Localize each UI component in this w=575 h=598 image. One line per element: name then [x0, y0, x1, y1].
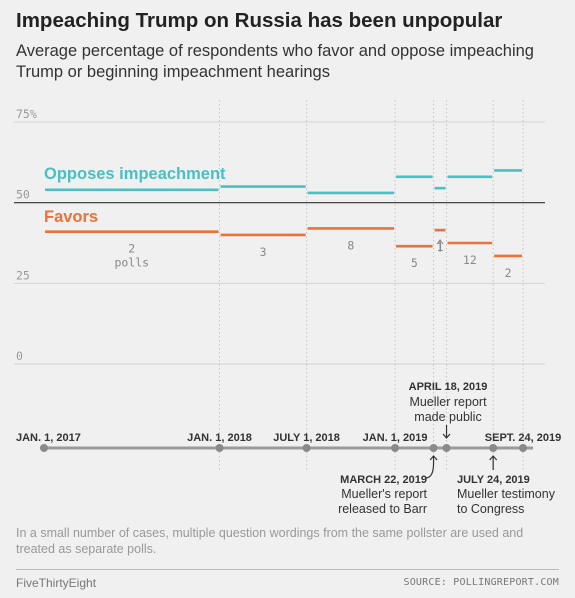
timeline-date-label: JAN. 1, 2019 [363, 432, 428, 444]
event-dot [442, 444, 451, 452]
poll-count-label: 2 [505, 266, 512, 280]
legend-opposes: Opposes impeachment [44, 165, 226, 183]
source-label: SOURCE: POLLINGREPORT.COM [403, 577, 559, 588]
y-tick-label: 0 [16, 349, 23, 363]
y-tick-label: 75% [16, 107, 37, 121]
timeline-date-label: JULY 1, 2018 [273, 432, 340, 444]
poll-count-label: 3 [260, 245, 267, 259]
event-heading: APRIL 18, 2019 [409, 381, 488, 393]
event-description: Mueller testimony [457, 487, 556, 501]
timeline-dot [40, 444, 48, 452]
event-dot [429, 444, 438, 452]
chart-title: Impeaching Trump on Russia has been unpo… [16, 9, 503, 32]
footnote: In a small number of cases, multiple que… [16, 526, 524, 556]
event-dot [489, 444, 498, 452]
timeline-dot [215, 444, 224, 452]
poll-count-label: 8 [347, 238, 354, 252]
event-arrow [489, 455, 498, 470]
event-description: released to Barr [338, 502, 427, 516]
poll-label-pointer [436, 239, 444, 252]
brand-label: FiveThirtyEight [16, 576, 97, 590]
poll-count-label: 5 [411, 256, 418, 270]
timeline-date-label: SEPT. 24, 2019 [485, 432, 561, 444]
event-heading: JULY 24, 2019 [457, 474, 530, 486]
event-description: Mueller's report [341, 487, 427, 501]
event-description: to Congress [457, 502, 524, 516]
poll-count-unit: polls [114, 256, 149, 270]
timeline-dot [391, 444, 400, 452]
event-arrow [425, 455, 438, 479]
chart-subtitle: Average percentage of respondents who fa… [16, 42, 534, 81]
timeline-dot [302, 444, 311, 452]
footer-divider [16, 569, 559, 570]
event-arrow [442, 425, 451, 439]
timeline-date-label: JAN. 1, 2017 [16, 432, 81, 444]
event-description: made public [414, 410, 481, 424]
legend-favors: Favors [44, 208, 98, 226]
event-heading: MARCH 22, 2019 [340, 474, 427, 486]
poll-count-label: 2 [128, 242, 135, 256]
y-tick-label: 25 [16, 268, 30, 282]
event-description: Mueller report [409, 395, 487, 409]
poll-count-label: 12 [463, 253, 477, 267]
timeline-dot [519, 444, 527, 452]
y-tick-label: 50 [16, 188, 30, 202]
timeline-date-label: JAN. 1, 2018 [187, 432, 252, 444]
